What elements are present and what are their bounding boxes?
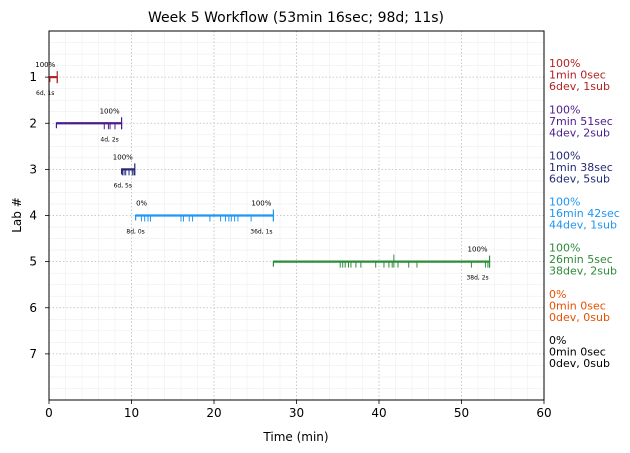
lab-7-summary-line: 0dev, 0sub <box>549 357 610 370</box>
y-tick-label: 1 <box>29 70 37 84</box>
lab-2-summary-line: 4dev, 2sub <box>549 126 610 139</box>
x-tick-label: 40 <box>371 406 386 420</box>
x-tick-label: 0 <box>45 406 53 420</box>
lab-3-summary-line: 100% <box>549 149 580 162</box>
lab-6-summary-line: 0% <box>549 288 566 301</box>
y-axis-label: Lab # <box>10 197 24 233</box>
lab-6-summary-line: 0min 0sec <box>549 299 606 312</box>
lab-1-summary-line: 1min 0sec <box>549 69 606 82</box>
lab-4-end-percent: 100% <box>251 200 271 208</box>
y-tick-label: 3 <box>29 162 37 176</box>
y-tick-label: 4 <box>29 209 37 223</box>
lab-2-end-percent: 100% <box>100 107 120 115</box>
lab-5-end-percent: 100% <box>468 246 488 254</box>
x-axis-label: Time (min) <box>262 430 328 444</box>
plot-area: 0 10 20 30 40 50 60 1 2 3 4 5 6 7 100% 6d, 1s 100% 4d, 2s… <box>29 30 552 420</box>
lab-1-summary-line: 100% <box>549 57 580 70</box>
x-tick-label: 50 <box>454 406 469 420</box>
lab-3-summary-line: 6dev, 5sub <box>549 172 610 185</box>
lab-5-summary-line: 38dev, 2sub <box>549 265 617 278</box>
lab-2-summary-line: 7min 51sec <box>549 115 613 128</box>
lab-3-end-percent: 100% <box>113 153 133 161</box>
lab-3-end-counts: 6d, 5s <box>114 182 132 189</box>
lab-7-summary-line: 0min 0sec <box>549 345 606 358</box>
lab-4-start-counts: 8d, 0s <box>126 229 144 236</box>
lab-4-start-percent: 0% <box>136 200 147 208</box>
x-tick-label: 20 <box>206 406 221 420</box>
lab-5-summary-line: 26min 5sec <box>549 253 613 266</box>
lab-3-summary-line: 1min 38sec <box>549 161 613 174</box>
x-tick-label: 60 <box>536 406 551 420</box>
lab-7-summary-line: 0% <box>549 334 566 347</box>
lab-4-end-counts: 36d, 1s <box>250 229 272 236</box>
lab-1-end-counts: 6d, 1s <box>36 90 54 97</box>
lab-5-end-counts: 38d, 2s <box>466 275 488 282</box>
lab-2-end-counts: 4d, 2s <box>100 136 118 143</box>
lab-2-summary-line: 100% <box>549 103 580 116</box>
lab-4-summary-line: 100% <box>549 196 580 209</box>
x-tick-label: 10 <box>124 406 139 420</box>
y-tick-label: 6 <box>29 301 37 315</box>
lab-1-summary-line: 6dev, 1sub <box>549 80 610 93</box>
lab-4-summary-line: 44dev, 1sub <box>549 219 617 232</box>
y-tick-label: 2 <box>29 116 37 130</box>
x-tick-label: 30 <box>289 406 304 420</box>
chart-title: Week 5 Workflow (53min 16sec; 98d; 11s) <box>148 10 444 26</box>
lab-1-end-percent: 100% <box>35 61 55 69</box>
y-tick-label: 7 <box>29 347 37 361</box>
lab-5-summary-line: 100% <box>549 242 580 255</box>
lab-6-summary-line: 0dev, 0sub <box>549 311 610 324</box>
y-tick-label: 5 <box>29 255 37 269</box>
lab-4-summary-line: 16min 42sec <box>549 207 620 220</box>
